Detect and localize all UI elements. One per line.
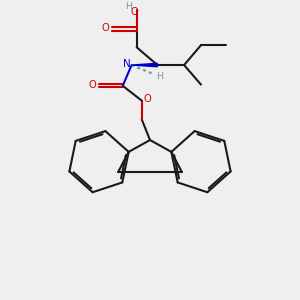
Text: O: O <box>102 23 110 33</box>
Text: H: H <box>156 71 163 80</box>
Text: O: O <box>144 94 152 104</box>
Text: H: H <box>125 2 132 11</box>
Text: O: O <box>88 80 96 90</box>
Text: O: O <box>130 7 138 17</box>
Polygon shape <box>132 63 158 67</box>
Text: N: N <box>123 58 131 69</box>
